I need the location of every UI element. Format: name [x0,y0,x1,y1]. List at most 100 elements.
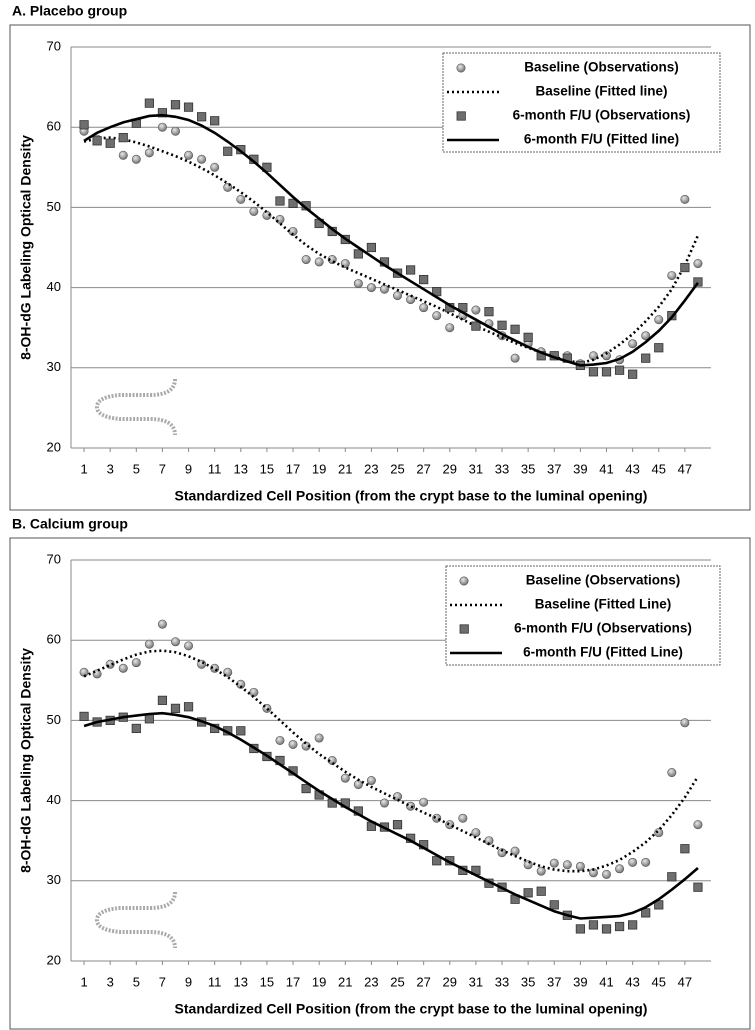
data-point [79,120,89,130]
x-tick-label: 15 [260,461,274,476]
data-point [131,723,141,734]
data-point [79,711,89,721]
data-point [183,702,194,712]
data-point [562,860,572,870]
data-point [549,900,559,910]
data-point [406,295,416,305]
data-point [379,284,389,294]
data-point [601,924,612,934]
x-tick-label: 3 [107,461,114,476]
data-point [275,735,285,745]
data-point [223,146,233,156]
data-point [641,331,651,341]
y-axis-label: 8-OH-dG Labeling Optical Density [18,135,34,360]
panel-frame [9,24,751,511]
data-point [131,154,141,164]
data-point [680,262,690,273]
data-point [575,861,585,871]
x-tick-label: 5 [133,461,140,476]
x-tick-label: 7 [159,974,166,989]
data-point [523,332,533,342]
y-tick-label: 60 [47,119,61,134]
data-point [588,920,599,930]
x-tick-label: 25 [390,974,404,989]
x-tick-label: 11 [208,461,222,476]
data-point [170,637,180,647]
data-point [471,321,481,331]
x-tick-label: 13 [234,974,248,989]
panel-title: B. Calcium group [12,516,128,532]
legend-label: Baseline (Observations) [526,573,681,588]
data-point [184,150,194,160]
data-point [654,315,664,325]
x-axis-label: Standardized Cell Position (from the cry… [175,488,648,504]
x-tick-label: 23 [364,461,378,476]
data-point [366,242,377,253]
legend-marker [459,576,469,586]
x-tick-label: 11 [208,974,222,989]
data-point [288,739,298,749]
data-point [667,768,677,778]
x-tick-label: 37 [547,461,561,476]
x-tick-label: 37 [547,974,561,989]
data-point [614,365,625,375]
legend-box [442,52,721,153]
data-point [170,703,181,713]
data-point [667,872,677,882]
data-point [236,726,246,736]
legend-label: Baseline (Fitted Line) [535,597,672,612]
data-point [628,339,638,349]
x-tick-label: 35 [521,974,535,989]
data-point [680,718,690,728]
fitted-line [83,136,700,365]
fitted-line [83,113,699,367]
data-point [510,353,520,363]
x-axis-label: Standardized Cell Position (from the cry… [175,1001,648,1017]
data-point [301,255,311,265]
data-point [144,639,154,649]
data-point [471,305,481,315]
fitted-line [83,711,699,920]
data-point [693,259,703,269]
data-point [184,641,194,651]
data-point [144,98,154,108]
x-tick-label: 19 [312,461,326,476]
x-tick-label: 23 [364,974,378,989]
fitted-line [83,649,700,873]
data-point [471,828,481,838]
data-point [301,783,311,794]
x-tick-label: 47 [678,974,692,989]
y-tick-label: 20 [47,952,61,967]
data-point [249,206,259,216]
x-tick-label: 5 [133,974,140,989]
x-tick-label: 21 [338,461,352,476]
data-point [549,858,559,868]
data-point [379,798,389,808]
data-point [157,108,168,118]
x-tick-label: 9 [185,974,192,989]
data-point [393,792,403,802]
data-point [197,112,207,122]
crypt-icon [94,891,177,949]
data-point [144,714,154,724]
data-point [693,277,703,287]
crypt-icon [94,378,177,436]
y-tick-label: 50 [47,199,61,214]
data-point [144,148,154,158]
legend-label: Baseline (Fitted line) [535,84,667,99]
x-tick-label: 15 [260,974,274,989]
legend-label: 6-month F/U (Fitted line) [524,132,679,147]
data-point [118,663,128,673]
x-tick-label: 1 [80,974,87,989]
data-point [575,924,585,934]
data-point [157,695,168,705]
y-tick-label: 30 [47,872,61,887]
x-tick-label: 31 [469,461,483,476]
data-point [327,755,337,765]
y-tick-label: 30 [47,359,61,374]
data-point [236,194,246,204]
data-point [667,271,677,281]
x-tick-label: 7 [159,461,166,476]
x-tick-label: 1 [80,461,87,476]
